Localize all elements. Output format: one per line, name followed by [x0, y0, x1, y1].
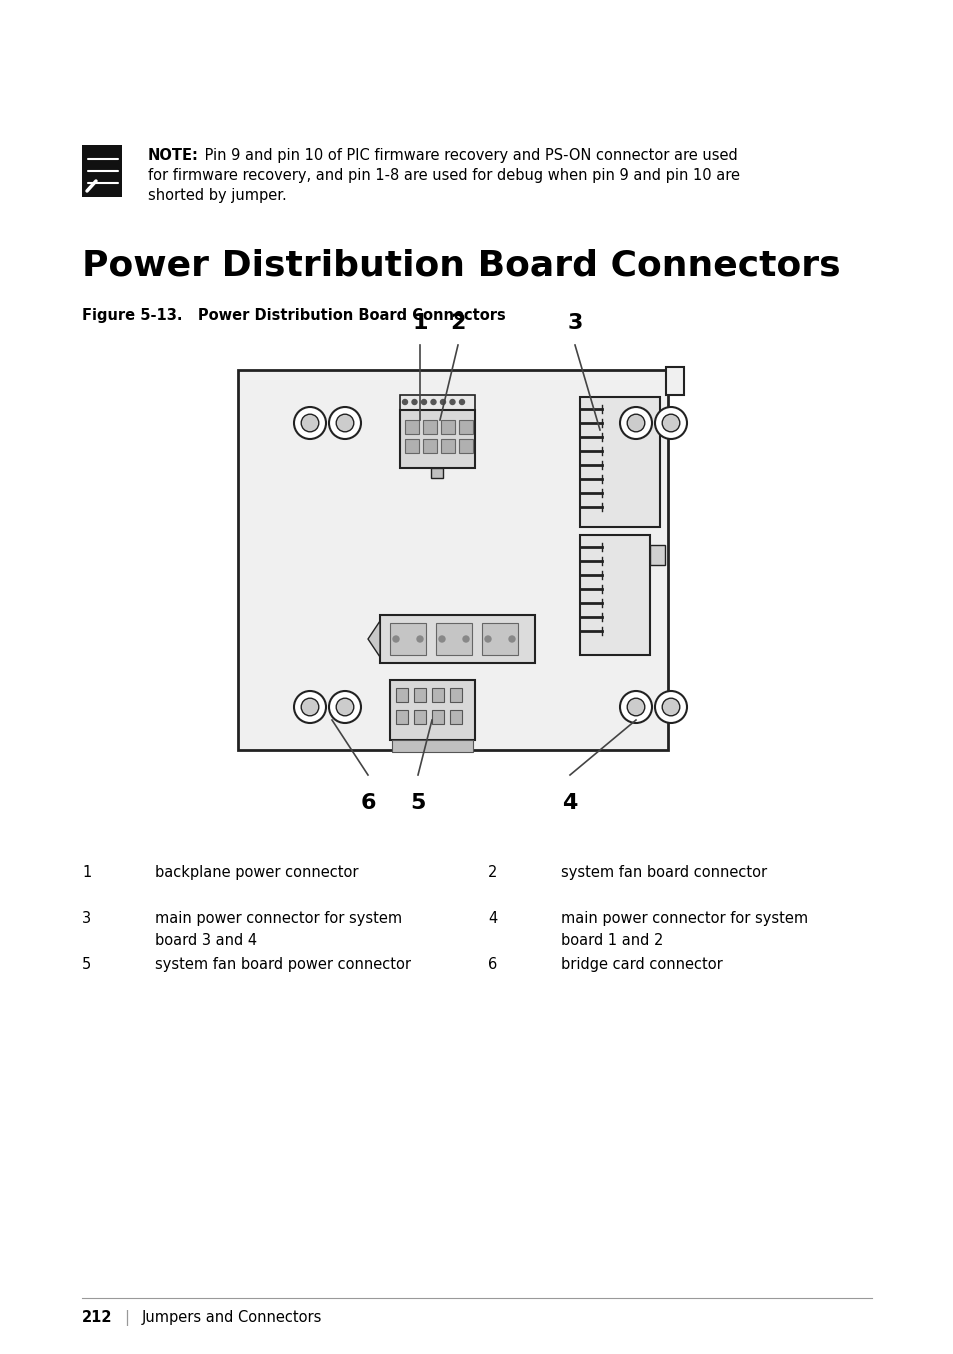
- Circle shape: [335, 699, 354, 716]
- Circle shape: [412, 399, 416, 405]
- Text: |: |: [124, 1311, 129, 1326]
- Bar: [399, 410, 475, 468]
- Bar: [440, 420, 455, 435]
- Bar: [395, 709, 408, 724]
- Text: bridge card connector: bridge card connector: [560, 957, 722, 972]
- Circle shape: [294, 691, 326, 723]
- Bar: [665, 367, 683, 395]
- Text: 6: 6: [488, 957, 497, 972]
- Text: main power connector for system
board 3 and 4: main power connector for system board 3 …: [154, 911, 402, 948]
- Bar: [481, 623, 517, 655]
- Bar: [405, 420, 418, 435]
- Text: 3: 3: [82, 911, 91, 926]
- Text: system fan board connector: system fan board connector: [560, 865, 766, 880]
- Text: 4: 4: [561, 793, 578, 812]
- Circle shape: [509, 636, 515, 642]
- Circle shape: [416, 636, 422, 642]
- Polygon shape: [368, 621, 379, 657]
- Circle shape: [421, 399, 426, 405]
- Circle shape: [661, 414, 679, 432]
- Text: Jumpers and Connectors: Jumpers and Connectors: [142, 1311, 322, 1326]
- Circle shape: [301, 699, 318, 716]
- Circle shape: [661, 699, 679, 716]
- Circle shape: [459, 399, 464, 405]
- Bar: [379, 615, 535, 663]
- Text: system fan board power connector: system fan board power connector: [154, 957, 411, 972]
- Circle shape: [335, 414, 354, 432]
- Bar: [432, 688, 443, 701]
- Text: 5: 5: [82, 957, 91, 972]
- Circle shape: [294, 408, 326, 439]
- Circle shape: [301, 414, 318, 432]
- Text: shorted by jumper.: shorted by jumper.: [148, 188, 287, 203]
- Bar: [422, 420, 436, 435]
- Text: Power Distribution Board Connectors: Power Distribution Board Connectors: [82, 248, 840, 282]
- Text: 212: 212: [82, 1311, 112, 1326]
- Circle shape: [626, 699, 644, 716]
- Circle shape: [402, 399, 407, 405]
- Text: 1: 1: [412, 313, 427, 333]
- Bar: [579, 397, 659, 527]
- Circle shape: [329, 408, 360, 439]
- Text: 1: 1: [82, 865, 91, 880]
- Circle shape: [619, 408, 651, 439]
- Bar: [649, 546, 664, 565]
- Bar: [450, 688, 461, 701]
- Bar: [414, 688, 426, 701]
- Text: 5: 5: [410, 793, 425, 812]
- Circle shape: [655, 408, 686, 439]
- Bar: [450, 709, 461, 724]
- Circle shape: [450, 399, 455, 405]
- Text: 2: 2: [450, 313, 465, 333]
- Bar: [390, 623, 426, 655]
- Text: backplane power connector: backplane power connector: [154, 865, 358, 880]
- Bar: [436, 623, 472, 655]
- Bar: [395, 688, 408, 701]
- Circle shape: [329, 691, 360, 723]
- Bar: [392, 741, 473, 751]
- Text: for firmware recovery, and pin 1-8 are used for debug when pin 9 and pin 10 are: for firmware recovery, and pin 1-8 are u…: [148, 168, 740, 183]
- Circle shape: [655, 691, 686, 723]
- Circle shape: [431, 399, 436, 405]
- Bar: [237, 370, 667, 750]
- Bar: [82, 145, 122, 196]
- Circle shape: [438, 636, 444, 642]
- Text: 4: 4: [488, 911, 497, 926]
- Circle shape: [462, 636, 469, 642]
- Bar: [432, 709, 443, 724]
- Bar: [422, 439, 436, 454]
- Bar: [414, 709, 426, 724]
- Text: Figure 5-13.   Power Distribution Board Connectors: Figure 5-13. Power Distribution Board Co…: [82, 307, 505, 324]
- Bar: [579, 535, 649, 655]
- Circle shape: [626, 414, 644, 432]
- Circle shape: [393, 636, 398, 642]
- Text: main power connector for system
board 1 and 2: main power connector for system board 1 …: [560, 911, 807, 948]
- Bar: [399, 395, 475, 410]
- Circle shape: [440, 399, 445, 405]
- Text: Pin 9 and pin 10 of PIC firmware recovery and PS-ON connector are used: Pin 9 and pin 10 of PIC firmware recover…: [200, 148, 737, 162]
- Bar: [405, 439, 418, 454]
- Bar: [440, 439, 455, 454]
- Bar: [431, 468, 442, 478]
- Circle shape: [619, 691, 651, 723]
- Bar: [458, 420, 473, 435]
- Bar: [390, 680, 475, 741]
- Text: 3: 3: [567, 313, 582, 333]
- Circle shape: [484, 636, 491, 642]
- Text: 6: 6: [360, 793, 375, 812]
- Bar: [458, 439, 473, 454]
- Text: NOTE:: NOTE:: [148, 148, 198, 162]
- Text: 2: 2: [488, 865, 497, 880]
